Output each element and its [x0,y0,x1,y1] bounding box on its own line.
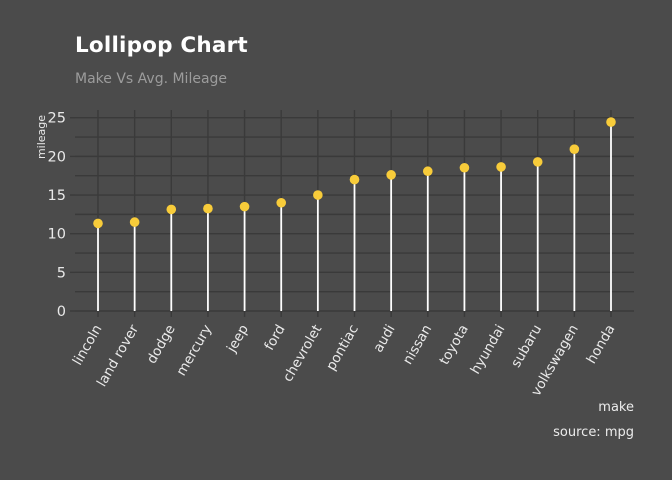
lollipop-dot [569,144,580,154]
source-note: source: mpg [553,425,634,440]
x-axis-label: make [598,400,634,415]
x-tick-label: subaru [508,322,545,370]
lollipop-dot [459,162,470,173]
lollipop-dot [496,162,506,172]
lollipop-dot [276,197,287,208]
lollipop-dot [422,166,433,177]
lollipop-dot [93,218,103,229]
lollipop-dot [606,117,616,127]
lollipop-dot [239,201,250,212]
x-tick-label: audi [370,322,398,355]
x-tick-label: nissan [400,322,435,367]
y-tick-label: 25 [48,111,66,127]
x-tick-label: jeep [223,322,252,356]
y-tick-label: 20 [48,149,66,165]
chart-title: Lollipop Chart [75,33,248,58]
chart-subtitle: Make Vs Avg. Mileage [75,71,228,87]
y-tick-label: 10 [48,227,66,243]
x-tick-label: hyundai [468,322,509,377]
y-tick-label: 5 [57,265,66,281]
lollipop-dot [129,217,140,227]
x-tick-label: toyota [436,322,472,368]
x-tick-label: honda [583,322,618,367]
lollipop-dot [166,204,177,215]
lollipop-dot [386,170,396,180]
y-tick-label: 15 [48,188,66,204]
lollipop-dot [203,203,213,214]
x-tick-label: dodge [144,322,179,367]
lollipop-dot [349,174,360,185]
x-tick-label: mercury [173,322,215,379]
x-tick-label: ford [261,322,288,353]
lollipop-dot [532,157,543,167]
x-tick-label: lincoln [70,322,106,368]
x-tick-label: pontiac [323,322,362,373]
y-tick-label: 0 [57,304,66,320]
lollipop-dot [313,190,323,200]
y-axis-label: mileage [35,115,48,159]
